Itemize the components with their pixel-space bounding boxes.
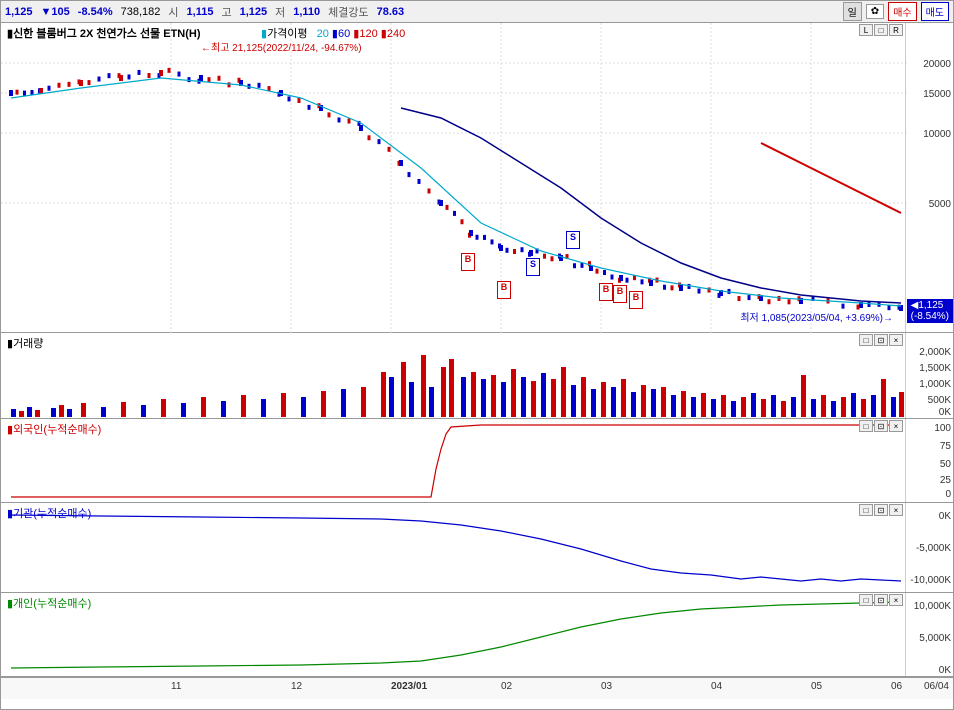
open-value: 1,115 bbox=[187, 6, 214, 18]
panel-expand-icon[interactable]: □ bbox=[859, 504, 873, 516]
indiv-svg bbox=[1, 593, 907, 677]
x-tick-label: 2023/01 bbox=[391, 681, 427, 692]
x-tick-label: 02 bbox=[501, 681, 512, 692]
volume-svg bbox=[1, 333, 907, 419]
individual-title: ▮개인(누적순매수) bbox=[7, 595, 91, 611]
x-tick-label: 06 bbox=[891, 681, 902, 692]
institution-panel[interactable]: ▮기관(누적순매수) □ ⊡ × 0K -5,000K -10,000K bbox=[1, 503, 953, 593]
inst-svg bbox=[1, 503, 907, 593]
indiv-y-axis: 10,000K 5,000K 0K bbox=[905, 593, 953, 676]
low-label: 저 bbox=[275, 4, 285, 20]
volume-panel[interactable]: ▮거래량 □ ⊡ × 2,000K 1,500K 1,000K 500K 0K bbox=[1, 333, 953, 419]
x-tick-label: 11 bbox=[171, 681, 181, 692]
sell-marker: S bbox=[566, 231, 580, 249]
price-change: ▼105 bbox=[41, 6, 70, 18]
buy-marker: B bbox=[497, 281, 511, 299]
price-label: ◀1,125 (-8.54%) bbox=[907, 299, 953, 323]
volume-y-axis: 2,000K 1,500K 1,000K 500K 0K bbox=[905, 333, 953, 418]
foreign-panel-controls: □ ⊡ × bbox=[859, 420, 903, 432]
panel-expand-icon[interactable]: □ bbox=[859, 420, 873, 432]
main-y-axis: 20000 15000 10000 5000 bbox=[905, 23, 953, 332]
panel-close-icon[interactable]: × bbox=[889, 594, 903, 606]
panel-reset-icon[interactable]: R bbox=[889, 24, 903, 36]
x-tick-label: 12 bbox=[291, 681, 302, 692]
interval-button[interactable]: 일 bbox=[843, 2, 862, 21]
inst-y-axis: 0K -5,000K -10,000K bbox=[905, 503, 953, 592]
high-value: 1,125 bbox=[240, 6, 268, 18]
foreign-title: ▮외국인(누적순매수) bbox=[7, 421, 101, 437]
x-tick-label: 04 bbox=[711, 681, 722, 692]
chart-title: ▮신한 블룸버그 2X 천연가스 선물 ETN(H) bbox=[7, 25, 201, 41]
volume-value: 738,182 bbox=[121, 6, 161, 18]
panel-close-icon[interactable]: × bbox=[889, 420, 903, 432]
sell-marker: S bbox=[526, 258, 540, 276]
buy-marker: B bbox=[613, 285, 627, 303]
main-chart-svg bbox=[1, 23, 907, 333]
buy-marker: B bbox=[461, 253, 475, 271]
buy-button[interactable]: 매수 bbox=[888, 2, 916, 21]
sell-button[interactable]: 매도 bbox=[921, 2, 949, 21]
low-value: 1,110 bbox=[293, 6, 320, 18]
volume-panel-controls: □ ⊡ × bbox=[859, 334, 903, 346]
buy-marker: B bbox=[599, 283, 613, 301]
inst-panel-controls: □ ⊡ × bbox=[859, 504, 903, 516]
panel-close-icon[interactable]: × bbox=[889, 334, 903, 346]
current-price: 1,125 bbox=[5, 6, 33, 18]
panel-settings-icon[interactable]: ⊡ bbox=[874, 504, 888, 516]
stock-chart-container: 1,125 ▼105 -8.54% 738,182 시 1,115 고 1,12… bbox=[0, 0, 954, 710]
strength-label: 체결강도 bbox=[328, 4, 368, 20]
chart-header: 1,125 ▼105 -8.54% 738,182 시 1,115 고 1,12… bbox=[1, 1, 953, 23]
individual-panel[interactable]: ▮개인(누적순매수) □ ⊡ × 10,000K 5,000K 0K bbox=[1, 593, 953, 677]
foreign-panel[interactable]: ▮외국인(누적순매수) □ ⊡ × 100 75 50 25 0 bbox=[1, 419, 953, 503]
high-annotation: ←최고 21,125(2022/11/24, -94.67%) bbox=[201, 39, 362, 54]
panel-close-icon[interactable]: × bbox=[889, 504, 903, 516]
price-change-pct: -8.54% bbox=[78, 6, 113, 18]
x-tick-label: 05 bbox=[811, 681, 822, 692]
panel-expand-icon[interactable]: □ bbox=[874, 24, 888, 36]
indiv-panel-controls: □ ⊡ × bbox=[859, 594, 903, 606]
high-label: 고 bbox=[221, 4, 231, 20]
foreign-y-axis: 100 75 50 25 0 bbox=[905, 419, 953, 502]
foreign-svg bbox=[1, 419, 907, 503]
institution-title: ▮기관(누적순매수) bbox=[7, 505, 91, 521]
panel-settings-icon[interactable]: ⊡ bbox=[874, 594, 888, 606]
main-price-chart[interactable]: ▮신한 블룸버그 2X 천연가스 선물 ETN(H) ▮가격이평 20 ▮60 … bbox=[1, 23, 953, 333]
x-axis: 11 12 2023/01 02 03 04 05 06 06/04 bbox=[1, 677, 953, 699]
open-label: 시 bbox=[168, 4, 178, 20]
main-panel-controls: L □ R bbox=[859, 24, 903, 36]
panel-settings-icon[interactable]: ⊡ bbox=[874, 420, 888, 432]
volume-title: ▮거래량 bbox=[7, 335, 43, 351]
low-annotation: 최저 1,085(2023/05/04, +3.69%)→ bbox=[740, 309, 893, 324]
x-axis-right-label: 06/04 bbox=[924, 681, 949, 692]
panel-expand-icon[interactable]: □ bbox=[859, 594, 873, 606]
strength-value: 78.63 bbox=[377, 6, 405, 18]
main-chart-area bbox=[1, 23, 905, 332]
settings-icon[interactable]: ✿ bbox=[866, 4, 884, 19]
panel-settings-icon[interactable]: ⊡ bbox=[874, 334, 888, 346]
buy-marker: B bbox=[629, 291, 643, 309]
panel-expand-icon[interactable]: □ bbox=[859, 334, 873, 346]
x-tick-label: 03 bbox=[601, 681, 612, 692]
panel-log-icon[interactable]: L bbox=[859, 24, 873, 36]
